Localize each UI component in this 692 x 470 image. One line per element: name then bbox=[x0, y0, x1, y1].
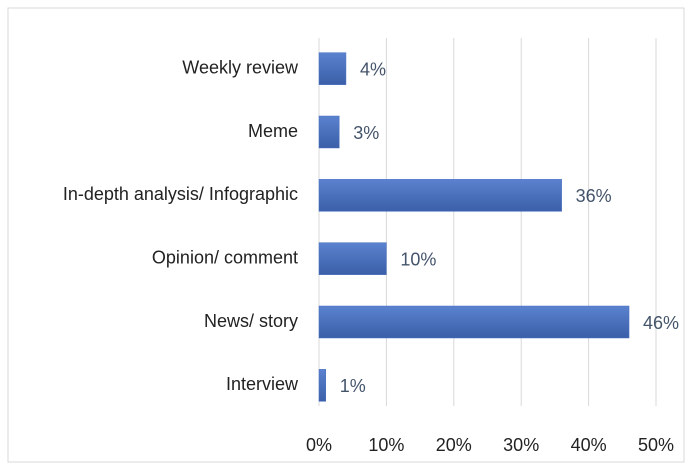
bar bbox=[318, 115, 340, 149]
x-tick-label: 20% bbox=[436, 435, 472, 455]
x-tick-label: 50% bbox=[638, 435, 674, 455]
y-tick-label: Weekly review bbox=[182, 57, 299, 77]
data-label: 36% bbox=[576, 186, 612, 206]
bar bbox=[318, 52, 347, 85]
x-tick-label: 10% bbox=[368, 435, 404, 455]
y-tick-label: News/ story bbox=[204, 311, 298, 331]
bar bbox=[318, 179, 562, 212]
data-label: 46% bbox=[643, 313, 679, 333]
y-tick-label: Interview bbox=[226, 374, 299, 394]
data-label: 4% bbox=[360, 59, 386, 79]
x-tick-label: 40% bbox=[571, 435, 607, 455]
y-tick-label: In-depth analysis/ Infographic bbox=[63, 184, 298, 204]
y-tick-label: Opinion/ comment bbox=[152, 247, 298, 267]
data-label: 1% bbox=[340, 376, 366, 396]
bar bbox=[318, 369, 326, 402]
data-label: 3% bbox=[353, 123, 379, 143]
y-tick-label: Meme bbox=[248, 121, 298, 141]
x-tick-label: 0% bbox=[306, 435, 332, 455]
data-label: 10% bbox=[400, 249, 436, 269]
x-tick-label: 30% bbox=[503, 435, 539, 455]
bar bbox=[318, 305, 630, 339]
bar bbox=[318, 242, 387, 275]
